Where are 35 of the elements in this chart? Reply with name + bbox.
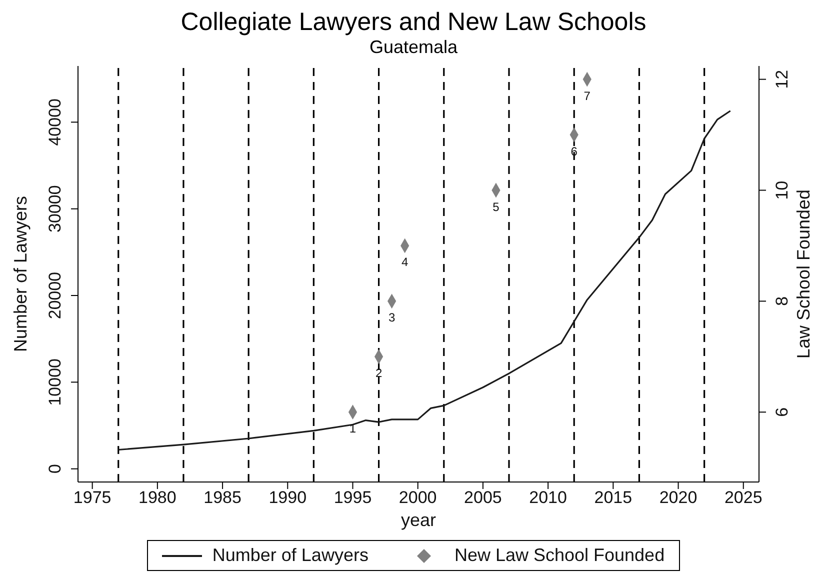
annotation: 3 (388, 310, 396, 325)
annotation: 4 (401, 255, 408, 270)
y-tick-label: 40000 (46, 98, 64, 146)
x-tick-label: 1985 (204, 488, 242, 508)
x-tick-label: 2000 (398, 488, 437, 508)
y-tick-label: 20000 (46, 272, 64, 320)
x-tick-label: 1975 (73, 488, 112, 508)
chart-title: Collegiate Lawyers and New Law Schools (180, 8, 648, 36)
annotation: 2 (375, 366, 382, 380)
x-tick-label: 2010 (529, 488, 567, 508)
y2-tick-label: 12 (772, 70, 792, 89)
x-tick-label: 2005 (464, 488, 502, 508)
x-tick-label: 2020 (659, 488, 698, 508)
chart-subtitle: Guatemala (368, 36, 459, 58)
legend-label: Number of Lawyers (211, 545, 368, 566)
y-tick-label: 30000 (46, 185, 64, 232)
annotation: 6 (570, 144, 578, 158)
y2-tick-label: 10 (772, 180, 792, 200)
legend-label: New Law School Founded (453, 545, 665, 566)
x-tick-label: 2025 (724, 488, 762, 508)
y-tick-label: 10000 (46, 358, 64, 406)
x-tick-label: 2015 (594, 488, 632, 508)
x-tick-label: 1995 (334, 488, 372, 508)
annotation: 5 (492, 200, 500, 214)
y2-tick-label: 6 (772, 407, 792, 417)
y-axis-title: Number of Lawyers (10, 196, 30, 352)
x-axis-title: year (400, 510, 436, 530)
y-tick-label: 0 (46, 464, 64, 474)
x-tick-label: 1990 (268, 488, 307, 508)
x-tick-label: 1980 (138, 488, 176, 508)
line-series (118, 110, 732, 451)
annotation: 7 (584, 88, 591, 103)
annotation: 1 (349, 422, 356, 436)
y2-tick-label: 8 (772, 296, 792, 306)
y2-axis-title: Law School Founded (793, 189, 814, 359)
